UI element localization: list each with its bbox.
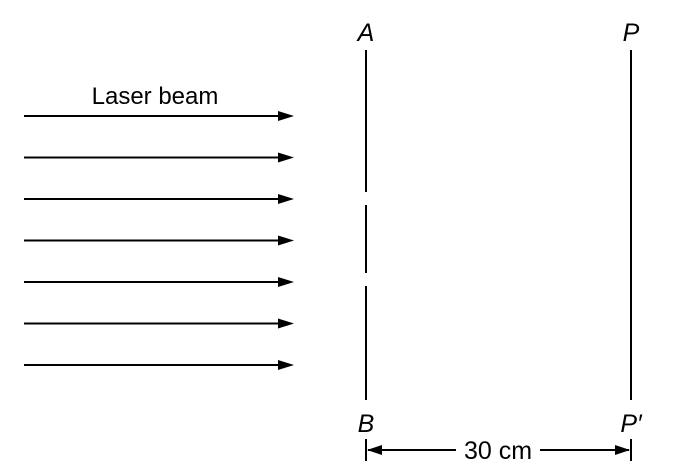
laser-beam-rays <box>24 111 294 370</box>
laser-ray-arrowhead <box>278 360 294 370</box>
laser-ray-arrowhead <box>278 111 294 121</box>
dimension-left-arrowhead <box>367 445 382 455</box>
laser-ray-arrowhead <box>278 277 294 287</box>
laser-ray-arrowhead <box>278 152 294 163</box>
laser-beam-label: Laser beam <box>92 83 219 110</box>
distance-label: 30 cm <box>464 437 532 465</box>
distance-dimension: 30 cm <box>365 437 632 465</box>
screen-label-p-prime: P′ <box>620 410 643 438</box>
screen-label-p: P <box>623 19 640 47</box>
slit-label-a: A <box>356 19 375 47</box>
dimension-right-arrowhead <box>615 445 630 455</box>
laser-ray-arrowhead <box>278 318 294 329</box>
laser-ray-arrowhead <box>278 194 294 204</box>
laser-ray-arrowhead <box>278 235 294 246</box>
slit-label-b: B <box>358 410 375 438</box>
